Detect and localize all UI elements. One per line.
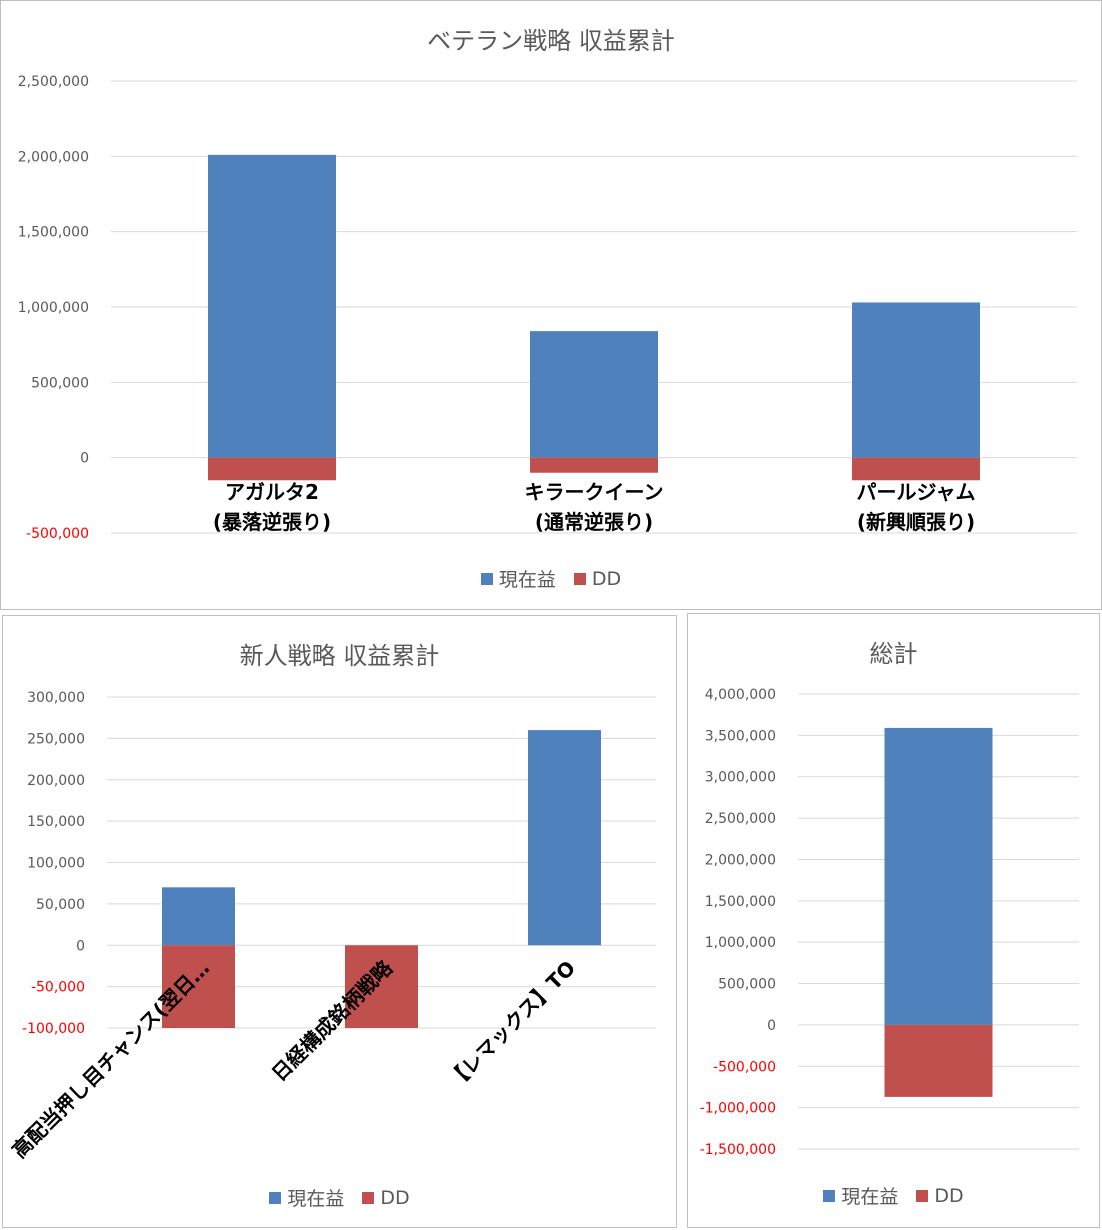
y-tick-label: 2,000,000: [705, 852, 776, 868]
y-tick-label: 4,000,000: [705, 687, 776, 703]
legend-item-dd: DD: [573, 565, 622, 592]
y-tick-label: -500,000: [713, 1059, 776, 1075]
total-chart-plot: 4,000,000 3,500,000 3,000,000 2,500,000 2,00…: [700, 687, 1079, 1158]
y-tick-label: 50,000: [36, 897, 85, 913]
y-tick-label: 1,500,000: [705, 894, 776, 910]
legend-label-dd: DD: [591, 567, 622, 590]
bar-dd: [852, 457, 980, 481]
chart-title: 新人戦略 収益累計: [239, 642, 440, 670]
legend-swatch-dd: [362, 1191, 375, 1204]
bar-dd: [208, 457, 336, 481]
y-tick-label: 0: [767, 1018, 776, 1034]
bar-dd: [884, 1024, 993, 1097]
y-tick-label: 1,000,000: [18, 300, 89, 316]
total-chart-panel: 総計 4,000,000 3,500,000 3,000,000 2,500,000 2…: [687, 613, 1100, 1228]
legend-label-dd: DD: [934, 1184, 964, 1207]
legend-item-dd: DD: [916, 1182, 964, 1209]
category-label: (暴落逆張り): [213, 510, 331, 534]
legend-item-current: 現在益: [823, 1182, 898, 1209]
y-tick-label: 2,500,000: [18, 74, 89, 90]
chart-legend: 現在益 DD: [1, 565, 1101, 592]
chart-title: ベテラン戦略 収益累計: [427, 27, 675, 55]
legend-item-dd: DD: [362, 1184, 410, 1211]
category-label: 【レマックス】TO: [443, 956, 580, 1093]
y-tick-label: 500,000: [31, 375, 89, 391]
y-tick-label: -500,000: [26, 526, 89, 542]
category-label: キラークイーン: [525, 480, 664, 504]
chart-legend: 現在益 DD: [3, 1184, 676, 1211]
bar-dd: [162, 945, 235, 1028]
legend-label-current: 現在益: [498, 569, 556, 591]
y-tick-label: 500,000: [718, 977, 776, 993]
category-label: (新興順張り): [857, 510, 975, 534]
bar-current: [884, 727, 993, 1025]
chart-legend: 現在益 DD: [688, 1182, 1099, 1209]
y-tick-label: 3,000,000: [705, 770, 776, 786]
legend-swatch-dd: [916, 1189, 929, 1202]
y-tick-label: 150,000: [27, 814, 85, 830]
legend-item-current: 現在益: [480, 565, 556, 592]
bar-dd: [530, 457, 658, 473]
category-label: アガルタ2: [225, 480, 319, 504]
bar-dd: [345, 945, 418, 1028]
newcomer-chart-plot: 300,000 250,000 200,000 150,000 100,000 50,00…: [7, 690, 656, 1163]
y-tick-label: 2,500,000: [705, 811, 776, 827]
veteran-chart-plot: 2,500,000 2,000,000 1,500,000 1,000,000 500,…: [18, 74, 1077, 542]
legend-label-current: 現在益: [287, 1188, 345, 1210]
legend-swatch-current: [269, 1191, 282, 1204]
y-tick-label: 300,000: [27, 690, 85, 706]
category-label: パールジャム: [857, 480, 976, 504]
legend-swatch-dd: [573, 572, 586, 585]
y-tick-label: -50,000: [31, 980, 85, 996]
bar-current: [852, 302, 980, 458]
legend-label-current: 現在益: [841, 1186, 899, 1208]
legend-swatch-current: [823, 1189, 836, 1202]
bar-current: [530, 331, 658, 458]
bar-current: [528, 730, 601, 946]
veteran-chart-panel: ベテラン戦略 収益累計 2,500,000 2,000,000 1,500,000 1…: [0, 0, 1102, 610]
y-tick-label: -1,000,000: [700, 1101, 776, 1117]
bar-current: [162, 887, 235, 946]
y-tick-label: 3,500,000: [705, 728, 776, 744]
y-tick-label: 200,000: [27, 773, 85, 789]
y-tick-label: -100,000: [22, 1021, 85, 1037]
y-tick-label: 0: [80, 451, 89, 467]
y-tick-label: 0: [76, 938, 85, 954]
legend-swatch-current: [480, 572, 493, 585]
category-label: (通常逆張り): [535, 510, 653, 534]
newcomer-chart-panel: 新人戦略 収益累計 300,000 250,000 200,000 150,000 10…: [2, 615, 677, 1228]
y-tick-label: 1,500,000: [18, 225, 89, 241]
chart-title: 総計: [869, 640, 918, 668]
y-tick-label: 100,000: [27, 856, 85, 872]
bar-current: [208, 154, 336, 458]
y-tick-label: 1,000,000: [705, 935, 776, 951]
legend-label-dd: DD: [380, 1186, 410, 1209]
y-tick-label: 2,000,000: [18, 149, 89, 165]
y-tick-label: 250,000: [27, 731, 85, 747]
y-tick-label: -1,500,000: [700, 1142, 776, 1158]
legend-item-current: 現在益: [269, 1184, 344, 1211]
